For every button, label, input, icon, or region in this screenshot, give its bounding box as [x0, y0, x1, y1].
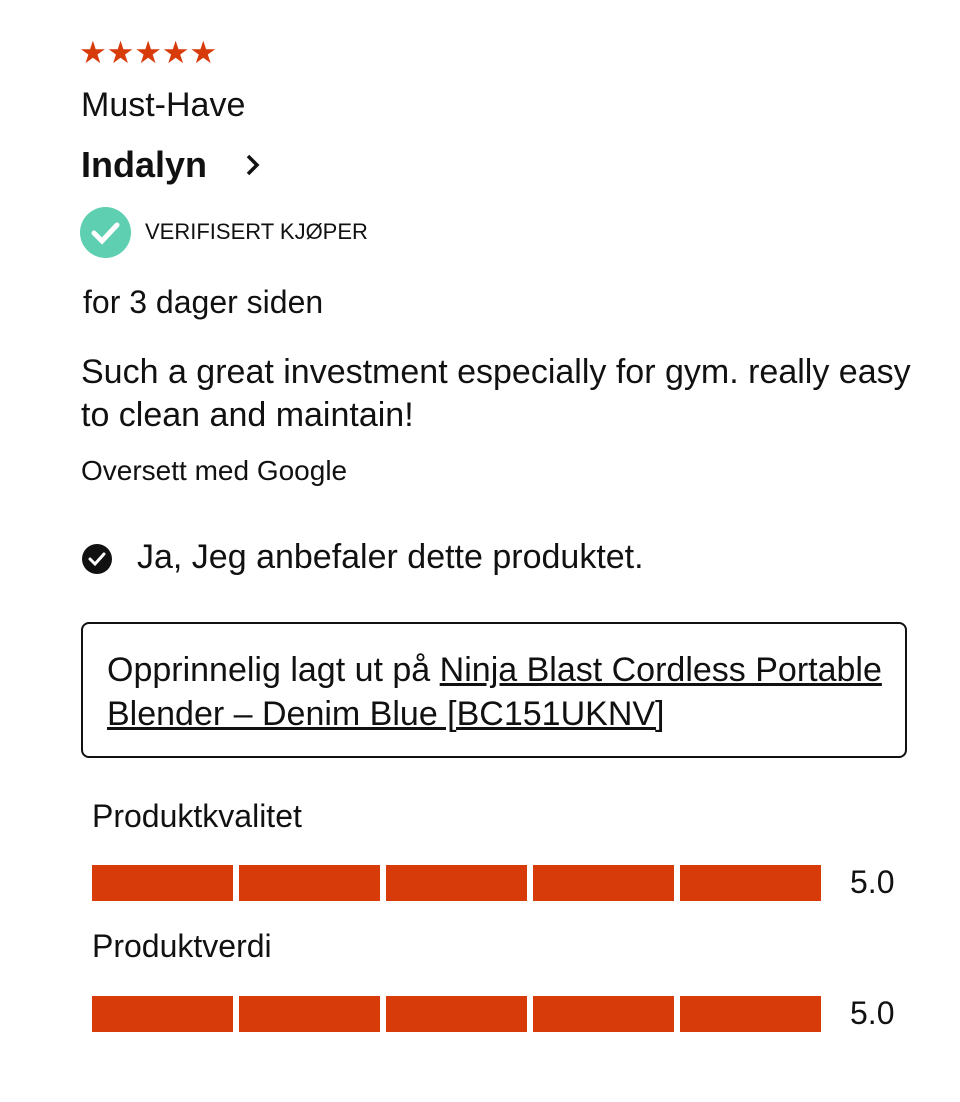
author-name[interactable]: Indalyn: [81, 144, 208, 185]
product-link[interactable]: Ninja Blast Cordless Portable Blender – …: [107, 651, 882, 733]
star-icon: ★: [106, 35, 135, 70]
star-icon: ★: [161, 35, 190, 70]
rating-segment: [533, 996, 674, 1032]
rating-segment: [386, 865, 527, 901]
verified-buyer-badge: VERIFISERT KJØPER: [145, 219, 368, 244]
rating-segment: [533, 865, 674, 901]
rating-segment: [680, 865, 821, 901]
review-date: for 3 dager siden: [83, 284, 324, 320]
sub-rating-value: 5.0: [850, 995, 895, 1031]
sub-rating-bar: [92, 865, 821, 901]
rating-segment: [92, 865, 233, 901]
sub-rating-label: Produktkvalitet: [92, 798, 302, 834]
originally-posted-box: Opprinnelig lagt ut på Ninja Blast Cordl…: [81, 622, 907, 758]
sub-rating-bar: [92, 996, 821, 1032]
rating-segment: [239, 865, 380, 901]
originally-posted-prefix: Opprinnelig lagt ut på: [107, 651, 440, 689]
check-circle-filled-icon: [82, 544, 112, 574]
recommend-text: Ja, Jeg anbefaler dette produktet.: [137, 538, 644, 576]
star-rating: ★ ★ ★ ★ ★: [79, 36, 217, 70]
star-icon: ★: [189, 35, 218, 70]
review-body: Such a great investment especially for g…: [81, 353, 911, 434]
sub-rating-value: 5.0: [850, 864, 895, 900]
star-icon: ★: [79, 35, 107, 70]
rating-segment: [386, 996, 527, 1032]
rating-segment: [680, 996, 821, 1032]
chevron-right-icon[interactable]: [240, 148, 268, 182]
check-circle-icon: [80, 207, 131, 258]
rating-segment: [92, 996, 233, 1032]
translate-link[interactable]: Oversett med Google: [81, 455, 348, 486]
rating-segment: [239, 996, 380, 1032]
review-title: Must-Have: [81, 86, 246, 124]
sub-rating-label: Produktverdi: [92, 928, 272, 964]
star-icon: ★: [134, 35, 162, 70]
